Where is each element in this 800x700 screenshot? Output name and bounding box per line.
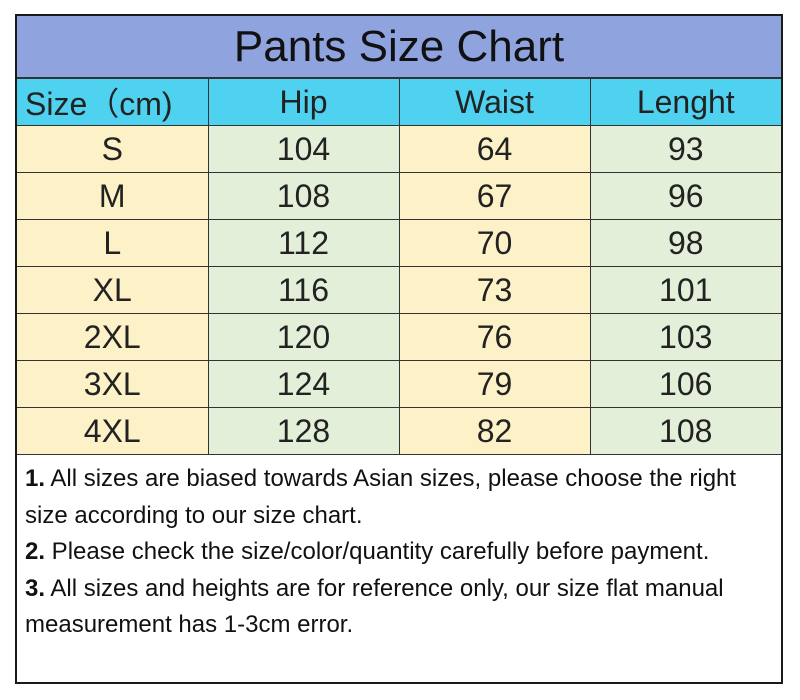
table-cell: 128	[207, 407, 400, 455]
notes: 1. All sizes are biased towards Asian si…	[17, 455, 781, 650]
table-cell: 101	[589, 266, 781, 314]
note-item: 3. All sizes and heights are for referen…	[25, 571, 773, 644]
table-cell: 73	[398, 266, 591, 314]
table-cell: S	[17, 125, 209, 173]
column-header: Hip	[207, 79, 400, 126]
column-header: Size（cm)	[17, 79, 209, 126]
column-header: Waist	[398, 79, 591, 126]
table-cell: 120	[207, 313, 400, 361]
table-cell: 116	[207, 266, 400, 314]
table-cell: 124	[207, 360, 400, 408]
table-cell: 82	[398, 407, 591, 455]
table-cell: 104	[207, 125, 400, 173]
note-number: 3.	[25, 574, 46, 602]
table-cell: 4XL	[17, 407, 209, 455]
table-cell: 79	[398, 360, 591, 408]
table-cell: XL	[17, 266, 209, 314]
table-cell: M	[17, 172, 209, 220]
note-text: All sizes and heights are for reference …	[25, 574, 724, 639]
table-cell: L	[17, 219, 209, 267]
size-chart: Pants Size Chart Size（cm) Hip Waist Lenght …	[15, 14, 783, 684]
chart-title: Pants Size Chart	[17, 16, 781, 79]
table-cell: 103	[589, 313, 781, 361]
table-cell: 70	[398, 219, 591, 267]
table-cell: 108	[207, 172, 400, 220]
table-row: M 108 67 96	[17, 172, 781, 220]
table-cell: 67	[398, 172, 591, 220]
column-header: Lenght	[589, 79, 781, 126]
table-row: L 112 70 98	[17, 219, 781, 267]
table-row: 2XL 120 76 103	[17, 313, 781, 361]
table-cell: 2XL	[17, 313, 209, 361]
note-number: 2.	[25, 538, 46, 565]
table-row: XL 116 73 101	[17, 266, 781, 314]
header-row: Size（cm) Hip Waist Lenght	[17, 79, 781, 126]
note-item: 2. Please check the size/color/quantity …	[25, 534, 773, 571]
note-text: Please check the size/color/quantity car…	[45, 538, 710, 565]
table-cell: 76	[398, 313, 591, 361]
table-row: 4XL 128 82 108	[17, 407, 781, 455]
table-row: 3XL 124 79 106	[17, 360, 781, 408]
table-cell: 64	[398, 125, 591, 173]
size-table: Size（cm) Hip Waist Lenght S 104 64 93 M 108 67 96 L…	[17, 79, 781, 455]
table-cell: 98	[589, 219, 781, 267]
table-cell: 108	[589, 407, 781, 455]
table-cell: 96	[589, 172, 781, 220]
table-row: S 104 64 93	[17, 125, 781, 173]
table-cell: 3XL	[17, 360, 209, 408]
note-text: All sizes are biased towards Asian sizes…	[25, 465, 737, 529]
note-number: 1.	[25, 465, 46, 492]
table-cell: 112	[207, 219, 400, 267]
table-cell: 106	[589, 360, 781, 408]
note-item: 1. All sizes are biased towards Asian si…	[25, 461, 773, 534]
table-cell: 93	[589, 125, 781, 173]
